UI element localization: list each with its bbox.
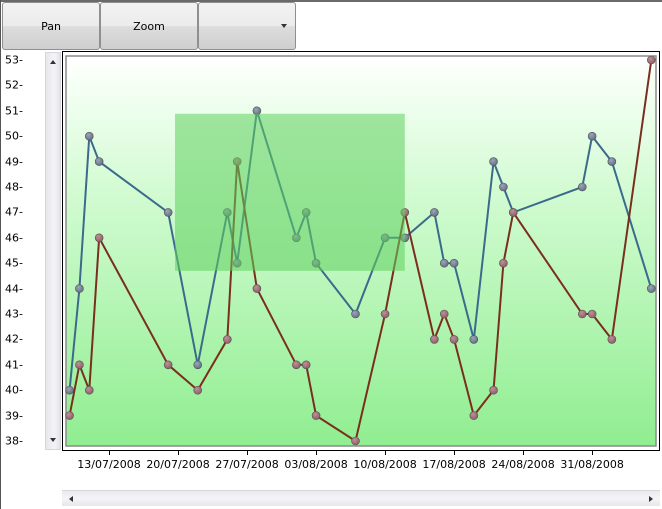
toolbar: Pan Zoom <box>2 2 296 50</box>
y-axis: 53- 52- 51- 50- 49- 48- 47- 46- 45- 44- 43- 42- 41- 4… <box>0 52 44 452</box>
scroll-left-button[interactable] <box>64 491 78 506</box>
x-tick-mark <box>247 451 249 455</box>
data-point[interactable] <box>163 360 173 370</box>
x-tick-label: 13/07/2008 <box>77 458 141 471</box>
data-point[interactable] <box>439 258 449 268</box>
y-tick-label: 53- <box>5 53 23 67</box>
y-tick-label: 42- <box>5 332 23 346</box>
x-tick-label: 03/08/2008 <box>284 458 348 471</box>
data-point[interactable] <box>499 182 508 192</box>
x-tick-label: 24/08/2008 <box>491 458 555 471</box>
data-point[interactable] <box>292 360 301 370</box>
chevron-down-icon <box>281 24 287 28</box>
y-tick-label: 41- <box>5 358 23 372</box>
data-point[interactable] <box>75 360 84 370</box>
x-tick-mark <box>109 451 110 455</box>
y-tick-label: 45- <box>5 256 23 270</box>
data-point[interactable] <box>469 335 479 344</box>
x-tick-mark <box>454 451 456 455</box>
data-point[interactable] <box>430 335 439 344</box>
data-point[interactable] <box>439 309 449 319</box>
chart-area[interactable] <box>62 51 660 451</box>
data-point[interactable] <box>94 233 104 243</box>
mode-dropdown[interactable] <box>198 2 296 50</box>
y-tick-label: 50- <box>5 129 23 143</box>
data-point[interactable] <box>311 411 321 420</box>
window-top-border <box>0 0 662 2</box>
scroll-down-button[interactable] <box>46 433 60 447</box>
x-tick-mark <box>385 451 387 455</box>
data-point[interactable] <box>587 131 597 141</box>
series-2 <box>65 55 656 446</box>
data-point[interactable] <box>508 208 518 217</box>
y-tick-label: 49- <box>5 155 23 169</box>
data-point[interactable] <box>65 411 74 420</box>
x-tick-mark <box>316 451 318 455</box>
y-tick-label: 52- <box>5 78 23 92</box>
scroll-up-button[interactable] <box>46 55 60 69</box>
x-tick-mark <box>178 451 180 455</box>
x-tick-mark <box>592 451 594 455</box>
data-point[interactable] <box>489 157 498 166</box>
data-point[interactable] <box>607 157 617 166</box>
vertical-scrollbar[interactable] <box>45 52 61 450</box>
data-point[interactable] <box>646 55 656 65</box>
data-point[interactable] <box>301 360 311 370</box>
zoom-button[interactable]: Zoom <box>100 2 198 50</box>
data-point[interactable] <box>193 385 203 395</box>
data-point[interactable] <box>489 385 498 395</box>
data-point[interactable] <box>193 360 203 370</box>
data-point[interactable] <box>646 284 656 293</box>
data-point[interactable] <box>252 284 262 293</box>
zoom-button-label: Zoom <box>133 19 165 33</box>
pan-button-label: Pan <box>41 19 61 33</box>
y-tick-label: 43- <box>5 307 23 321</box>
y-tick-label: 40- <box>5 383 23 397</box>
arrow-up-icon <box>50 60 56 64</box>
arrow-left-icon <box>69 495 73 502</box>
data-point[interactable] <box>449 335 459 344</box>
y-tick-label: 48- <box>5 180 23 194</box>
scroll-right-button[interactable] <box>644 491 658 506</box>
data-point[interactable] <box>577 309 587 319</box>
window-left-border <box>0 0 1 509</box>
data-point[interactable] <box>163 208 173 217</box>
data-point[interactable] <box>587 309 597 319</box>
y-tick-label: 47- <box>5 205 23 219</box>
x-tick-label: 27/07/2008 <box>215 458 279 471</box>
y-tick-label: 39- <box>5 409 23 423</box>
x-tick-label: 10/08/2008 <box>353 458 417 471</box>
data-point[interactable] <box>577 182 587 192</box>
data-point[interactable] <box>252 106 262 116</box>
data-point[interactable] <box>223 335 232 344</box>
y-tick-label: 38- <box>5 434 23 448</box>
x-tick-label: 31/08/2008 <box>560 458 624 471</box>
pan-button[interactable]: Pan <box>2 2 100 50</box>
data-point[interactable] <box>380 309 390 319</box>
data-point[interactable] <box>607 335 617 344</box>
arrow-right-icon <box>649 495 653 502</box>
data-point[interactable] <box>351 309 360 319</box>
x-tick-mark <box>523 451 525 455</box>
x-tick-label: 20/07/2008 <box>146 458 210 471</box>
data-point[interactable] <box>499 258 508 268</box>
y-tick-label: 46- <box>5 231 23 245</box>
y-tick-label: 51- <box>5 104 23 118</box>
data-point[interactable] <box>469 411 479 420</box>
zoom-selection-rect[interactable] <box>175 113 405 271</box>
plot-svg <box>65 55 657 447</box>
data-point[interactable] <box>449 258 459 268</box>
data-point[interactable] <box>75 284 84 293</box>
data-point[interactable] <box>84 131 94 141</box>
data-point[interactable] <box>94 157 104 166</box>
data-point[interactable] <box>351 436 360 446</box>
data-point[interactable] <box>65 385 74 395</box>
data-point[interactable] <box>430 208 439 217</box>
y-tick-label: 44- <box>5 282 23 296</box>
horizontal-scrollbar[interactable] <box>62 490 660 506</box>
x-tick-label: 17/08/2008 <box>422 458 486 471</box>
data-point[interactable] <box>84 385 94 395</box>
arrow-down-icon <box>50 438 56 442</box>
